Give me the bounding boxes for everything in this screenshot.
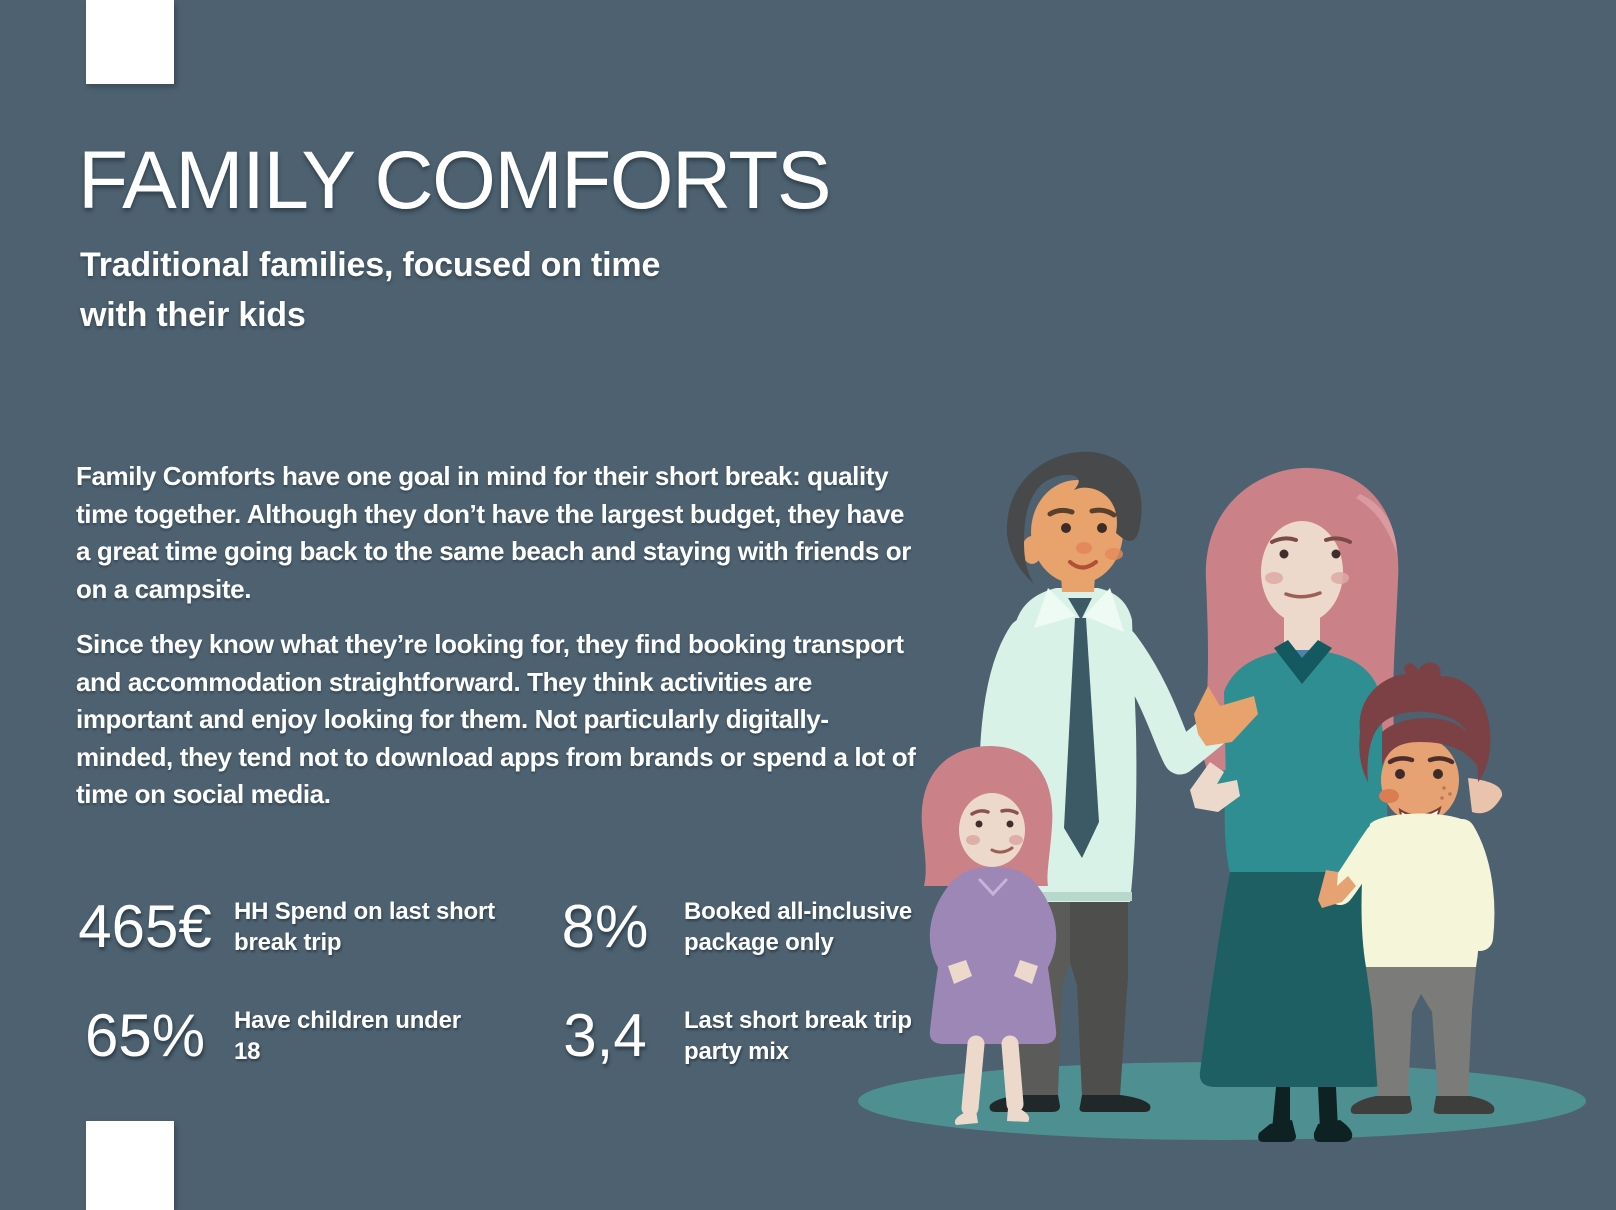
father-right-hand [1194,686,1258,746]
father-pants-shade [1070,900,1128,1095]
son-eye-left [1395,769,1405,779]
stat-party-mix: 3,4 Last short break trip party mix [540,1005,912,1067]
father-eye-left [1061,523,1071,533]
daughter-hand-right [1014,960,1038,984]
son-freckle [1440,796,1444,800]
stat-children-under-18: 65% Have children under 18 [70,1005,461,1067]
stat-label: HH Spend on last short break trip [234,898,495,956]
mother-blush-left [1265,572,1283,584]
mother-leg-right [1318,1087,1338,1130]
mother-eye-right [1331,549,1341,559]
son-ear [1468,778,1503,814]
daughter-dress [929,867,1057,1044]
mother-collar [1274,640,1332,684]
mother-blush-right [1331,572,1349,584]
father-right-arm [1105,627,1229,775]
stat-value: 465€ [78,893,212,960]
father-brow-left [1047,507,1075,517]
body-paragraph-1: Family Comforts have one goal in mind fo… [76,461,911,604]
daughter-blush-right [1009,835,1023,845]
stat-label: Have children under 18 [234,1007,461,1065]
mother-hair-highlight [1356,494,1397,554]
father-tie [1064,618,1099,858]
son-shoe-left [1350,1096,1412,1114]
mother-smile [1284,591,1322,599]
son-brow-left [1387,756,1415,765]
son-figure [1318,662,1503,1114]
father-belt [1014,892,1132,901]
daughter-eye-left [975,820,983,828]
son-hand [1318,870,1356,908]
mother-reaching-arm [1190,744,1294,812]
decorative-square-bottom [86,1121,174,1210]
daughter-figure [921,746,1057,1125]
daughter-leg-left [961,1035,985,1117]
daughter-foot-right [1007,1108,1030,1122]
father-blush [1105,548,1123,560]
father-tie-knot [1068,598,1092,620]
daughter-collar [978,878,1008,897]
stat-all-inclusive: 8% Booked all-inclusive package only [540,893,913,960]
daughter-brow-left [970,809,990,816]
father-smile [1068,560,1098,570]
mother-brow-right [1324,536,1352,544]
mother-shoe-left [1258,1120,1296,1142]
daughter-leg-right [1001,1035,1024,1113]
decorative-square-top [86,0,174,84]
daughter-arm-left [929,876,974,982]
mother-hand [1190,762,1240,812]
son-hair [1359,662,1491,782]
father-collar-right [1084,588,1124,632]
daughter-hair-front [927,759,1047,828]
son-pants [1366,967,1476,1096]
slide-title: FAMILY COMFORTS [78,135,832,226]
daughter-smile [990,846,1014,854]
stat-label: Last short break trip party mix [684,1007,912,1065]
son-blush [1379,789,1399,803]
son-eye-right [1433,769,1443,779]
daughter-foot-left [954,1110,978,1125]
mother-leg-left [1272,1087,1290,1130]
son-hair-front [1382,717,1480,770]
daughter-blush-left [966,835,980,845]
stat-value: 3,4 [563,1002,647,1069]
son-brow-right [1427,756,1455,765]
mother-figure [1199,467,1399,1142]
father-shoe-right [1079,1095,1151,1112]
daughter-hand-left [948,960,972,984]
stat-value: 8% [561,893,649,960]
son-arm-right [1449,819,1495,951]
son-sweater [1361,813,1480,967]
daughter-face [959,793,1025,867]
body-paragraph-2: Since they know what they’re looking for… [76,629,916,809]
father-hair [1006,451,1142,584]
son-face [1381,737,1459,823]
father-face [1031,480,1123,584]
father-collar-left [1034,588,1076,628]
daughter-arm-right [1012,876,1057,982]
father-nose [1076,542,1092,554]
daughter-eye-right [1006,820,1014,828]
mother-skirt [1199,872,1387,1087]
father-brow-right [1089,507,1117,518]
stat-value: 65% [84,1002,206,1069]
mother-sweater [1224,650,1388,874]
stat-hh-spend: 465€ HH Spend on last short break trip [70,896,495,958]
son-freckle [1448,792,1452,796]
mother-face [1261,521,1343,623]
mother-hair-front [1248,480,1388,560]
slide-subtitle: Traditional families, focused on time wi… [80,246,661,334]
mother-brow-left [1270,536,1298,544]
stat-label: Booked all-inclusive package only [684,898,913,956]
mother-shoe-right [1313,1120,1353,1142]
son-freckle [1442,786,1446,790]
father-ear [1022,536,1042,564]
son-shoe-right [1433,1096,1495,1114]
family-illustration [858,451,1586,1142]
daughter-brow-right [1000,808,1019,815]
father-eye-right [1097,523,1107,533]
mother-eye-left [1279,549,1289,559]
